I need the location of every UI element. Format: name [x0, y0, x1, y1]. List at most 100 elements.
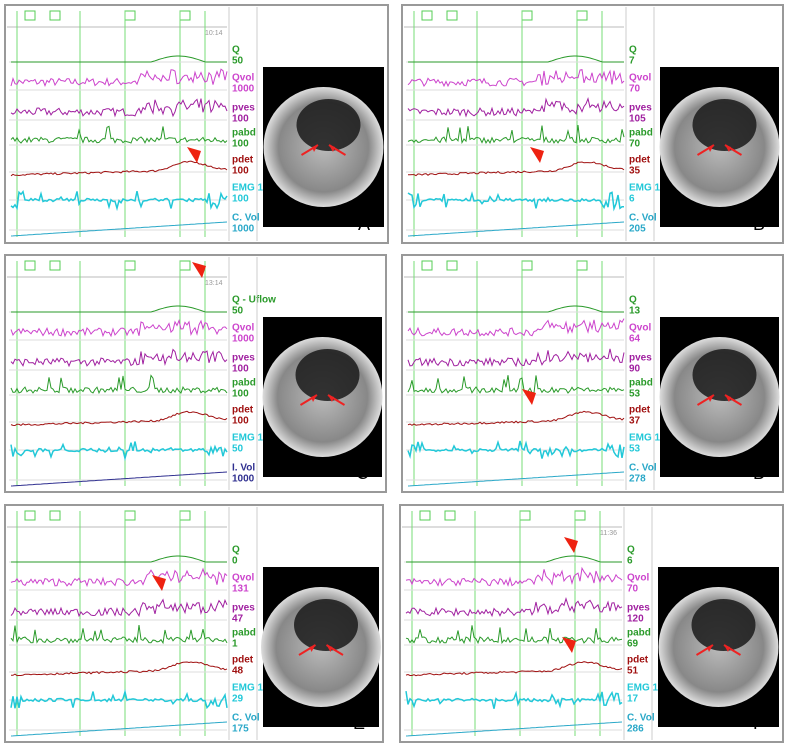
channel-name: EMG 1 — [629, 433, 661, 444]
arrowhead-marker — [187, 147, 201, 163]
trace — [407, 471, 625, 487]
channel-name: Q — [629, 295, 637, 306]
arrow-head — [725, 395, 731, 402]
channel-scale: 286 — [627, 724, 644, 735]
channel-scale: 64 — [629, 334, 641, 345]
trace — [10, 689, 228, 710]
channel-name: pabd — [629, 378, 653, 389]
trace — [10, 567, 228, 588]
arrow-head — [328, 395, 334, 402]
channel-scale: 205 — [629, 224, 646, 235]
channel-name: pabd — [232, 378, 256, 389]
channel-name: Qvol — [629, 323, 651, 334]
panel-letter: B — [753, 214, 765, 234]
event-marker — [24, 510, 36, 521]
channel-scale: 48 — [232, 666, 244, 677]
trace — [405, 721, 623, 737]
channel-scale: 51 — [627, 666, 639, 677]
arrow-head — [708, 395, 714, 402]
trace — [10, 68, 228, 87]
event-marker — [444, 510, 456, 521]
panel-letter: E — [353, 713, 365, 733]
trace — [10, 190, 228, 212]
time-label: 11:36 — [600, 530, 617, 537]
event-marker — [446, 260, 458, 271]
trace — [10, 625, 228, 645]
channel-name: EMG 1 — [629, 183, 661, 194]
channel-scale: 70 — [629, 139, 641, 150]
channel-name: Q — [629, 45, 637, 56]
channel-scale: 29 — [232, 694, 244, 705]
channel-scale: 131 — [232, 584, 249, 595]
panel-letter: C — [356, 463, 369, 483]
trace — [407, 124, 625, 145]
arrow-head — [708, 145, 714, 152]
bladder — [692, 349, 757, 401]
bladder — [691, 599, 756, 651]
panel-letter: F — [753, 713, 764, 733]
channel-scale: 100 — [232, 416, 249, 427]
trace — [10, 318, 228, 338]
arrowhead-marker — [522, 389, 536, 405]
channel-name: pves — [627, 603, 650, 614]
channel-scale: 53 — [629, 389, 641, 400]
arrow-head — [309, 645, 316, 652]
channel-name: pdet — [232, 405, 254, 416]
channel-scale: 50 — [232, 444, 244, 455]
channel-scale: 53 — [629, 444, 641, 455]
channel-name: EMG 1 — [232, 683, 264, 694]
channel-scale: 0 — [232, 556, 238, 567]
channel-name: Q — [232, 545, 240, 556]
trace — [10, 374, 228, 395]
trace — [10, 221, 228, 237]
trace — [10, 125, 228, 144]
channel-name: Qvol — [232, 73, 254, 84]
event-marker — [49, 510, 61, 521]
channel-scale: 120 — [627, 614, 644, 625]
channel-scale: 1000 — [232, 84, 255, 95]
trace — [405, 661, 623, 677]
channel-name: pdet — [627, 655, 649, 666]
event-marker — [446, 10, 458, 21]
channel-scale: 90 — [629, 364, 641, 375]
event-marker — [49, 260, 61, 271]
channel-scale: 1000 — [232, 224, 255, 235]
channel-scale: 6 — [627, 556, 633, 567]
trace — [407, 191, 624, 212]
arrowhead-marker — [562, 637, 576, 653]
panel-letter: D — [753, 463, 766, 483]
trace — [407, 318, 625, 338]
channel-scale: 50 — [232, 56, 244, 67]
channel-name: pabd — [627, 628, 651, 639]
channel-scale: 6 — [629, 194, 635, 205]
channel-name: pves — [232, 103, 255, 114]
channel-name: pves — [629, 103, 652, 114]
arrow-head — [329, 145, 335, 152]
time-label: 10:14 — [205, 30, 223, 37]
trace — [10, 441, 228, 462]
channel-name: Qvol — [232, 323, 254, 334]
channel-scale: 35 — [629, 166, 641, 177]
trace — [407, 439, 625, 459]
trace — [408, 55, 624, 63]
channel-name: pabd — [232, 128, 256, 139]
arrow-head — [724, 645, 730, 652]
trace — [407, 97, 625, 118]
channel-scale: 70 — [627, 584, 639, 595]
channel-scale: 69 — [627, 639, 639, 650]
channel-name: pdet — [232, 155, 254, 166]
arrowhead-marker — [152, 575, 166, 591]
trace — [10, 410, 228, 427]
channel-name: pves — [232, 353, 255, 364]
arrow-head — [311, 395, 317, 402]
trace — [11, 55, 227, 63]
channel-scale: 100 — [232, 114, 249, 125]
event-marker — [24, 10, 36, 21]
channel-name: Q - Uflow — [232, 295, 276, 306]
arrow-head — [312, 145, 318, 152]
panel: 13:14Q - Uflow50Qvol1000pves100pabd100pd… — [4, 254, 387, 493]
